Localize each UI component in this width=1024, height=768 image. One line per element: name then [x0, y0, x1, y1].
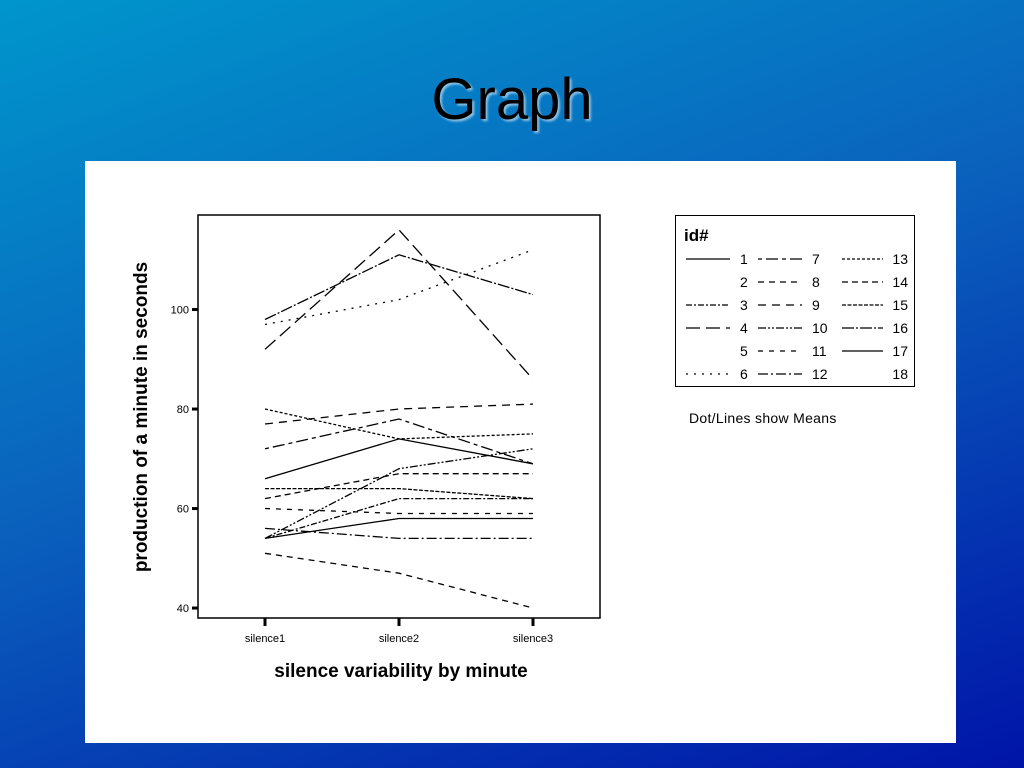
series-layer: [264, 228, 534, 609]
x-tick-label: silence3: [513, 633, 553, 645]
y-tick-label: 40: [177, 603, 189, 615]
series-line-8: [264, 552, 534, 609]
y-tick-label: 80: [177, 404, 189, 416]
legend-label-5: 5: [740, 343, 748, 359]
series-line-12: [264, 527, 533, 540]
legend-label-2: 2: [740, 274, 748, 290]
legend-label-18: 18: [892, 366, 908, 382]
chart-panel: 40 60 80 100 silence1 silence2 silence3 produ…: [85, 161, 956, 743]
y-tick-label: 100: [171, 305, 189, 317]
series-line-13: [264, 408, 534, 440]
line-chart: 40 60 80 100 silence1 silence2 silence3 produ…: [131, 214, 601, 682]
legend-label-14: 14: [892, 274, 908, 290]
legend-label-11: 11: [812, 343, 827, 359]
series-line-10: [264, 448, 534, 539]
series-line-15: [265, 487, 534, 500]
series-line-3: [264, 497, 533, 540]
legend: id# 1 2 3 4 5 6 7 8 9 10 11 12 13 14 15 16 17 18: [675, 215, 915, 387]
series-line-1: [264, 438, 534, 480]
slide-title: Graph: [431, 67, 593, 132]
y-axis-label: production of a minute in seconds: [131, 262, 152, 572]
legend-label-9: 9: [812, 297, 820, 313]
y-axis: 40 60 80 100: [171, 305, 198, 615]
series-line-7: [264, 418, 534, 465]
legend-label-6: 6: [740, 366, 748, 382]
x-tick-label: silence1: [245, 633, 285, 645]
x-axis-label: silence variability by minute: [274, 661, 527, 682]
legend-title: id#: [684, 226, 709, 245]
legend-label-7: 7: [812, 251, 820, 267]
chart-note: Dot/Lines show Means: [689, 410, 837, 426]
legend-label-3: 3: [740, 297, 748, 313]
series-line-9: [264, 403, 534, 425]
legend-label-13: 13: [892, 251, 908, 267]
x-axis: silence1 silence2 silence3: [245, 618, 553, 645]
series-line-14: [264, 473, 533, 500]
legend-label-15: 15: [892, 297, 908, 313]
series-line-17: [264, 517, 533, 540]
legend-label-16: 16: [892, 320, 908, 336]
series-line-11: [264, 507, 533, 515]
legend-label-12: 12: [812, 366, 828, 382]
legend-label-17: 17: [892, 343, 908, 359]
x-tick-label: silence2: [379, 633, 419, 645]
series-line-6: [264, 249, 534, 326]
series-line-16: [264, 254, 534, 321]
legend-label-10: 10: [812, 320, 828, 336]
series-line-4: [264, 228, 534, 380]
y-tick-label: 60: [177, 504, 189, 516]
legend-label-1: 1: [740, 251, 748, 267]
plot-area: [197, 214, 601, 619]
legend-label-4: 4: [740, 320, 748, 336]
legend-label-8: 8: [812, 274, 820, 290]
